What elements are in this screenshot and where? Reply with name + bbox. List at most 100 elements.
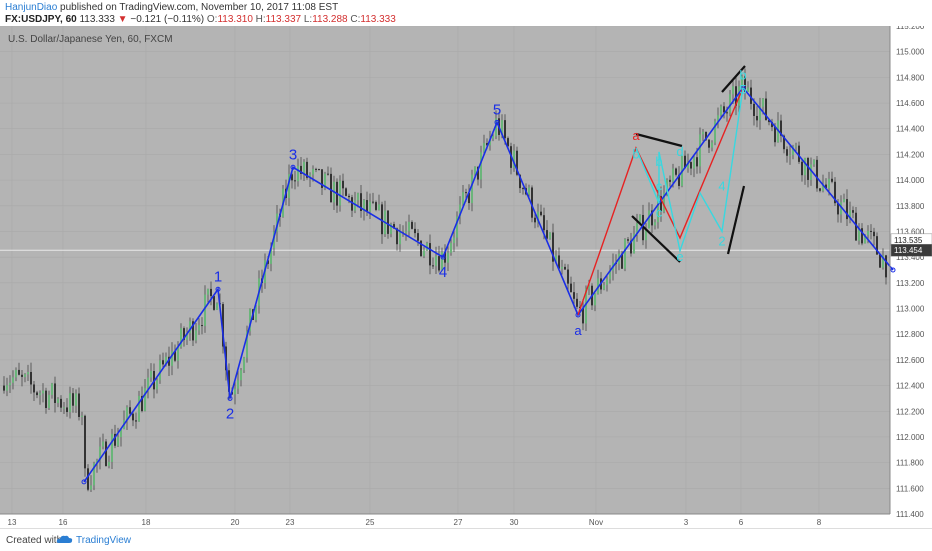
candle-body (675, 168, 677, 175)
symbol-label: FX:USDJPY, 60 (5, 14, 77, 25)
x-tick-label: Nov (589, 518, 603, 527)
candle-body (363, 200, 365, 212)
y-tick-label: 112.200 (896, 407, 925, 416)
candle-body (807, 158, 809, 180)
red-wave-line[interactable] (577, 87, 744, 316)
candle-body (324, 173, 326, 188)
channel-line[interactable] (726, 185, 746, 255)
candle-body (708, 139, 710, 148)
candle-body (732, 86, 734, 95)
candle-body (795, 145, 797, 147)
candle-body (594, 293, 596, 306)
candle-body (111, 433, 113, 462)
time-axis[interactable]: 13 16 18 20 23 25 27 30 Nov 3 6 8 (8, 518, 822, 527)
wave-point[interactable] (494, 119, 500, 125)
candle-body (138, 395, 140, 422)
candle-body (861, 228, 863, 244)
candle-body (276, 213, 278, 232)
x-tick-label: 25 (366, 518, 375, 527)
wave-point[interactable] (215, 286, 221, 292)
candle-body (354, 200, 356, 211)
candle-body (459, 204, 461, 217)
x-tick-label: 23 (286, 518, 295, 527)
change-arrow-icon: ▼ (117, 14, 128, 25)
wave-point[interactable] (440, 254, 446, 260)
wave-label: c (656, 179, 663, 194)
candle-body (342, 180, 344, 189)
instrument-title: U.S. Dollar/Japanese Yen, 60, FXCM (8, 34, 173, 45)
candle-body (357, 193, 359, 201)
candle-body (576, 298, 578, 307)
candle-body (660, 196, 662, 212)
candle-body (834, 181, 836, 204)
wave-lines[interactable] (81, 65, 896, 485)
candle-body (477, 166, 479, 180)
low-value: 113.288 (312, 14, 348, 25)
candle-body (783, 135, 785, 150)
candle-body (108, 461, 110, 466)
candle-body (753, 103, 755, 116)
candle-body (21, 374, 23, 377)
y-tick-label: 114.600 (896, 99, 925, 108)
candle-body (105, 441, 107, 466)
candle-body (840, 202, 842, 215)
primary-wave-line[interactable] (83, 86, 894, 483)
y-tick-label: 114.000 (896, 176, 925, 185)
candle-body (495, 118, 497, 137)
candle-body (486, 143, 488, 146)
candle-body (312, 168, 314, 175)
candle-body (585, 288, 587, 324)
candle-body (876, 236, 878, 255)
candle-body (705, 131, 707, 140)
channel-line[interactable] (721, 65, 746, 93)
candle-body (609, 270, 611, 280)
candle-body (474, 166, 476, 175)
candle-body (87, 468, 89, 490)
candle-body (441, 251, 443, 271)
wave-label: 4 (439, 264, 447, 281)
candle-body (366, 200, 368, 212)
chart-header: HanjunDiao published on TradingView.com,… (0, 0, 932, 26)
candle-body (855, 212, 857, 241)
candle-body (165, 356, 167, 365)
candle-body (114, 433, 116, 446)
candle-body (291, 174, 293, 181)
candle-body (78, 393, 80, 417)
candle-body (453, 237, 455, 244)
price-axis[interactable]: 115.200 115.000 114.800 114.600 114.400 114.2… (896, 26, 925, 519)
candle-body (573, 292, 575, 299)
wave-point[interactable] (890, 267, 896, 273)
candle-body (201, 325, 203, 327)
wave-point[interactable] (81, 479, 87, 485)
wave-label: c (656, 205, 663, 220)
candle-body (102, 441, 104, 447)
wave-label: 1 (214, 268, 222, 285)
candle-body (702, 131, 704, 135)
tradingview-brand[interactable]: TradingView (76, 535, 132, 546)
wave-point[interactable] (227, 395, 233, 401)
candle-body (393, 224, 395, 229)
y-tick-label: 112.600 (896, 356, 925, 365)
candle-body (747, 87, 749, 92)
candle-body (360, 193, 362, 212)
wave-point[interactable] (290, 164, 296, 170)
candle-body (558, 255, 560, 269)
candle-body (480, 152, 482, 180)
candle-body (381, 204, 383, 235)
candle-body (222, 304, 224, 347)
candle-body (582, 308, 584, 324)
channel-line[interactable] (635, 132, 683, 148)
candle-body (156, 380, 158, 390)
candle-body (66, 407, 68, 413)
candle-body (33, 384, 35, 393)
candle-body (126, 407, 128, 420)
x-tick-label: 18 (142, 518, 151, 527)
cyan-wave-line[interactable] (635, 87, 744, 254)
candle-body (636, 223, 638, 234)
y-tick-label: 113.600 (896, 227, 925, 236)
candle-body (15, 369, 17, 378)
channel-line[interactable] (631, 215, 681, 263)
wave-label: 2 (718, 233, 725, 248)
author-link[interactable]: HanjunDiao (5, 2, 58, 13)
